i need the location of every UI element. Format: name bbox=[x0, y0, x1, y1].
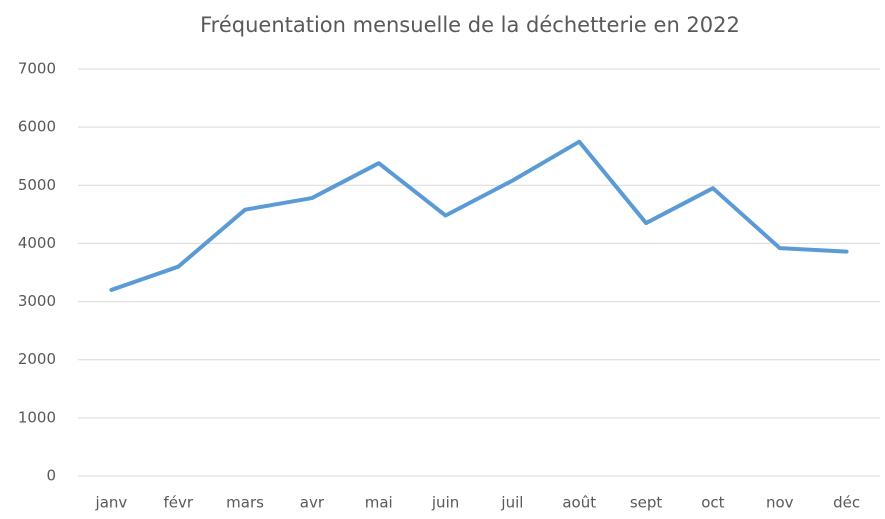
x-tick-label: juin bbox=[431, 494, 459, 512]
x-tick-label: janv bbox=[95, 494, 128, 512]
x-tick-label: juil bbox=[500, 494, 523, 512]
data-line bbox=[109, 139, 849, 292]
x-tick-label: mai bbox=[365, 494, 393, 512]
y-tick-label: 5000 bbox=[18, 176, 56, 194]
y-tick-label: 1000 bbox=[18, 408, 56, 426]
y-tick-label: 7000 bbox=[18, 60, 56, 78]
x-tick-label: nov bbox=[766, 494, 794, 512]
chart-title: Fréquentation mensuelle de la déchetteri… bbox=[200, 13, 740, 37]
x-tick-label: sept bbox=[630, 494, 663, 512]
y-tick-label: 0 bbox=[46, 467, 56, 485]
x-tick-label: févr bbox=[163, 494, 193, 512]
y-tick-label: 2000 bbox=[18, 350, 56, 368]
x-tick-label: août bbox=[562, 494, 596, 512]
x-tick-label: mars bbox=[226, 494, 264, 512]
y-tick-label: 3000 bbox=[18, 292, 56, 310]
x-tick-label: déc bbox=[833, 494, 860, 512]
y-tick-label: 4000 bbox=[18, 234, 56, 252]
x-tick-label: avr bbox=[300, 494, 325, 512]
x-tick-label: oct bbox=[701, 494, 724, 512]
y-tick-label: 6000 bbox=[18, 118, 56, 136]
